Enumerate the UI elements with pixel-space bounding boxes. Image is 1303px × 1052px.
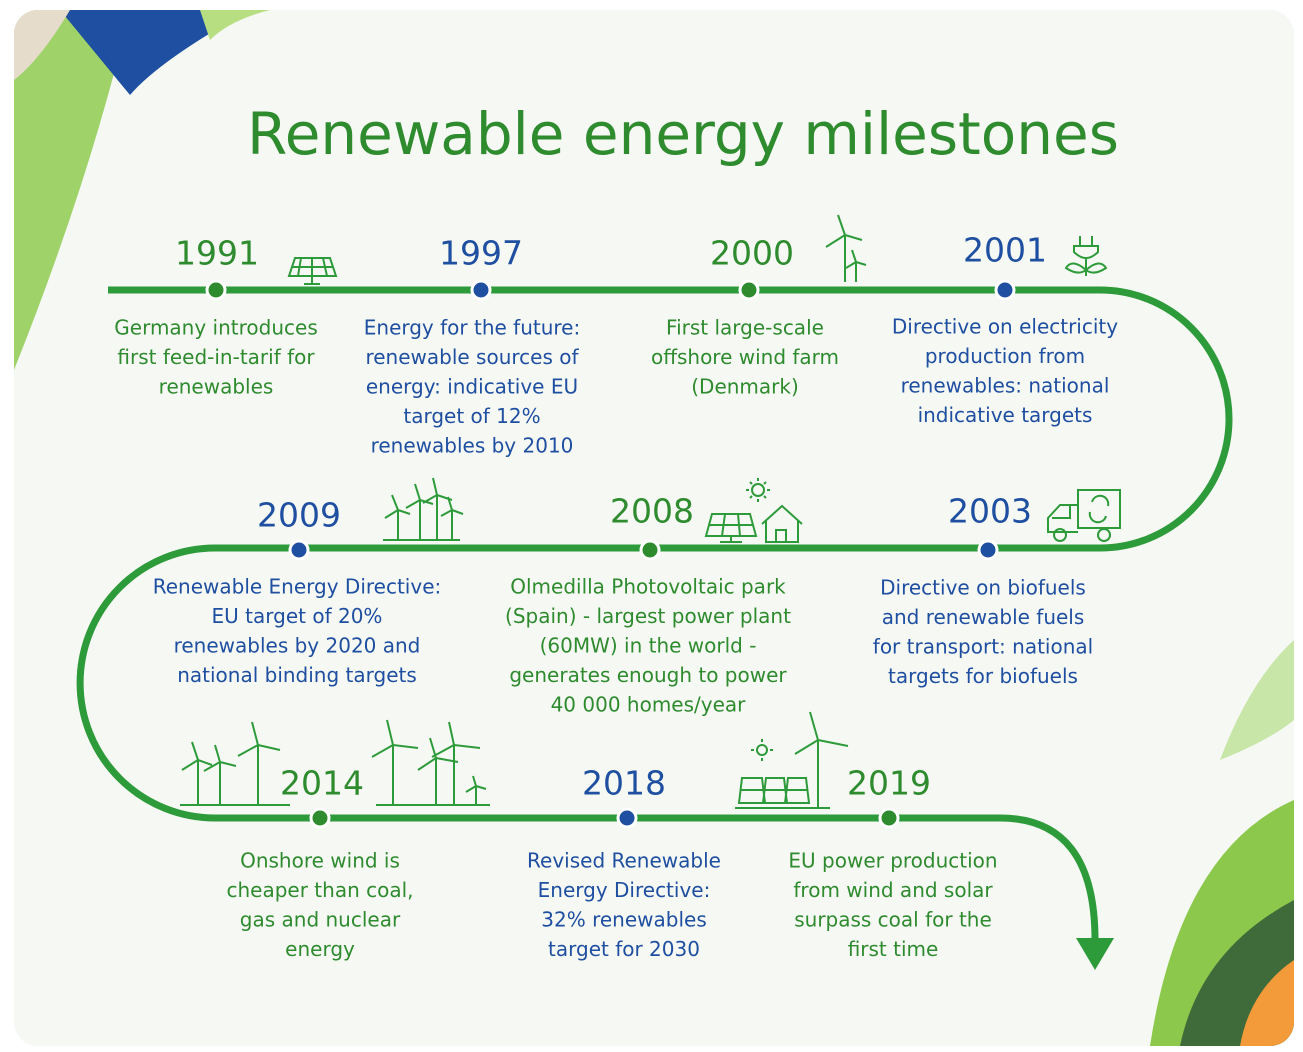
- milestone-dot: [616, 807, 638, 829]
- milestone-text: surpass coal for the: [794, 908, 992, 932]
- milestone-text: renewable sources of: [365, 345, 579, 369]
- milestone-year: 2019: [847, 764, 931, 803]
- milestone-year: 1997: [439, 234, 523, 273]
- milestone-year: 1991: [175, 234, 259, 273]
- milestone-dot: [878, 807, 900, 829]
- milestone-dot: [639, 539, 661, 561]
- milestone-text: cheaper than coal,: [226, 878, 413, 902]
- milestone-text: offshore wind farm: [651, 345, 839, 369]
- milestone-text: generates enough to power: [509, 663, 787, 687]
- milestone-text: (Spain) - largest power plant: [505, 604, 791, 628]
- milestone-dot: [994, 279, 1016, 301]
- wind-turbine-icon: [825, 214, 867, 282]
- milestone-text: EU target of 20%: [212, 604, 383, 628]
- milestone-text: Renewable Energy Directive:: [153, 575, 442, 599]
- milestone-text: renewables: [159, 375, 274, 399]
- wind-farm-icon: [383, 477, 464, 541]
- milestone-text: Directive on biofuels: [880, 576, 1086, 600]
- milestone-year: 2014: [280, 764, 364, 803]
- milestone-text: production from: [925, 344, 1085, 368]
- milestone-text: renewables by 2010: [371, 434, 574, 458]
- solar-wind-icon: [735, 711, 849, 809]
- timeline-path: [76, 286, 1233, 941]
- milestone-text: Olmedilla Photovoltaic park: [510, 575, 786, 599]
- milestone-text: Energy for the future:: [364, 316, 580, 340]
- milestone-text: targets for biofuels: [888, 664, 1078, 688]
- milestone-year: 2003: [948, 492, 1032, 531]
- milestone-text: 32% renewables: [541, 908, 706, 932]
- wind-turbines-icon-middle: [371, 719, 490, 806]
- milestone-year: 2009: [257, 496, 341, 535]
- milestone-dot: [977, 539, 999, 561]
- milestone-text: energy: indicative EU: [366, 375, 578, 399]
- wind-turbines-icon-left: [180, 721, 290, 806]
- title: Renewable energy milestones: [247, 100, 1119, 168]
- milestone-text: EU power production: [788, 849, 997, 873]
- milestone-text: for transport: national: [873, 635, 1093, 659]
- milestone-text: energy: [285, 937, 355, 961]
- milestone-text: from wind and solar: [793, 878, 993, 902]
- truck-icon: [1047, 489, 1121, 542]
- milestone-text: Energy Directive:: [538, 878, 711, 902]
- milestone-dot: [470, 279, 492, 301]
- milestone-text: First large-scale: [666, 316, 824, 340]
- milestone-text: Germany introduces: [114, 316, 317, 340]
- milestone-text: (Denmark): [691, 375, 799, 399]
- milestone-dot: [288, 539, 310, 561]
- milestone-year: 2001: [963, 231, 1047, 270]
- milestone-text: Revised Renewable: [527, 849, 721, 873]
- milestone-year: 2018: [582, 764, 666, 803]
- milestone-text: Directive on electricity: [892, 315, 1118, 339]
- milestone-year: 2008: [610, 492, 694, 531]
- milestone-text: national binding targets: [177, 663, 417, 687]
- decoration: [14, 10, 1294, 1046]
- milestone-text: target of 12%: [403, 404, 540, 428]
- milestone-text: and renewable fuels: [882, 605, 1085, 629]
- solar-panel-icon: [287, 257, 338, 285]
- plug-icon: [1064, 236, 1108, 276]
- milestone-text: renewables by 2020 and: [174, 634, 421, 658]
- milestone-text: (60MW) in the world -: [540, 634, 757, 658]
- milestone-dot: [205, 279, 227, 301]
- milestone-year: 2000: [710, 234, 794, 273]
- milestone-text: first time: [848, 937, 939, 961]
- solar-house-icon: [704, 478, 803, 543]
- milestone-dot: [309, 807, 331, 829]
- milestone-text: first feed-in-tarif for: [117, 345, 315, 369]
- milestone-text: renewables: national: [901, 374, 1110, 398]
- milestone-text: Onshore wind is: [240, 849, 400, 873]
- milestone-text: gas and nuclear: [240, 908, 401, 932]
- milestone-text: 40 000 homes/year: [551, 693, 747, 717]
- milestone-text: target for 2030: [548, 937, 700, 961]
- timeline-arrow: [1076, 938, 1114, 970]
- milestone-dot: [738, 279, 760, 301]
- milestone-text: indicative targets: [918, 403, 1093, 427]
